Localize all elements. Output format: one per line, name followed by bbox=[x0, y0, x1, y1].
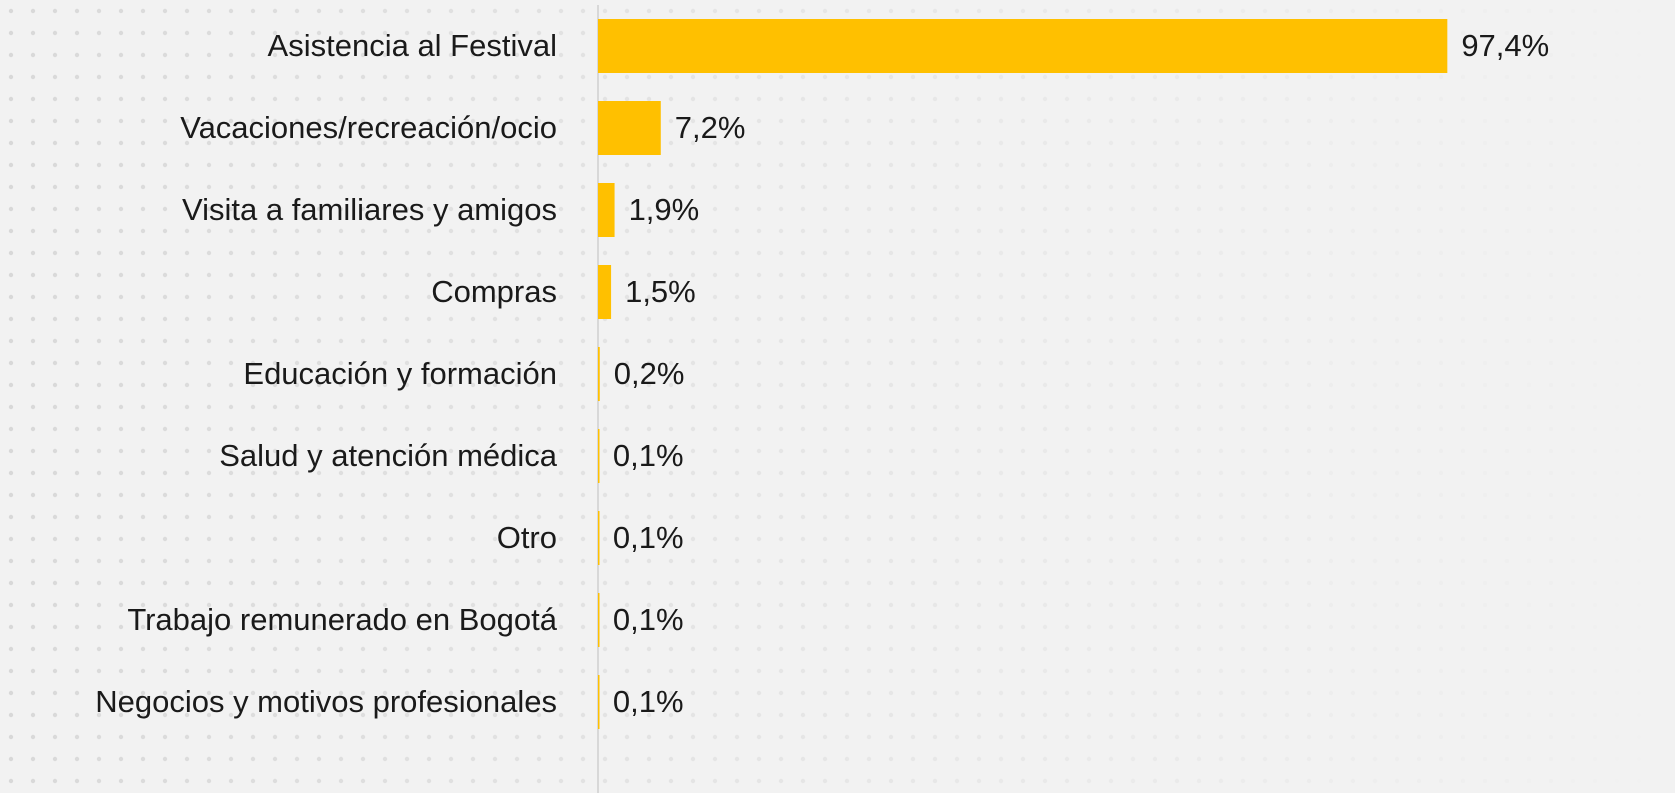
category-label: Visita a familiares y amigos bbox=[182, 192, 557, 227]
bar bbox=[598, 347, 600, 401]
category-label: Otro bbox=[497, 520, 557, 555]
bar bbox=[598, 265, 612, 319]
bar bbox=[598, 19, 1448, 73]
value-label: 0,1% bbox=[613, 602, 684, 637]
category-label: Trabajo remunerado en Bogotá bbox=[127, 602, 557, 637]
value-label: 1,9% bbox=[629, 192, 700, 227]
category-label: Educación y formación bbox=[243, 356, 557, 391]
value-label: 97,4% bbox=[1461, 28, 1549, 63]
category-label: Salud y atención médica bbox=[219, 438, 558, 473]
value-label: 0,1% bbox=[613, 520, 684, 555]
value-label: 7,2% bbox=[675, 110, 746, 145]
bar bbox=[598, 593, 600, 647]
category-label: Vacaciones/recreación/ocio bbox=[180, 110, 557, 145]
bar bbox=[598, 429, 600, 483]
value-label: 0,1% bbox=[613, 438, 684, 473]
bar bbox=[598, 675, 600, 729]
category-label: Asistencia al Festival bbox=[268, 28, 557, 63]
bar bbox=[598, 183, 615, 237]
category-label: Negocios y motivos profesionales bbox=[95, 684, 557, 719]
category-label: Compras bbox=[431, 274, 557, 309]
value-label: 0,1% bbox=[613, 684, 684, 719]
value-label: 1,5% bbox=[625, 274, 696, 309]
value-label: 0,2% bbox=[614, 356, 685, 391]
bar bbox=[598, 101, 661, 155]
bar bbox=[598, 511, 600, 565]
